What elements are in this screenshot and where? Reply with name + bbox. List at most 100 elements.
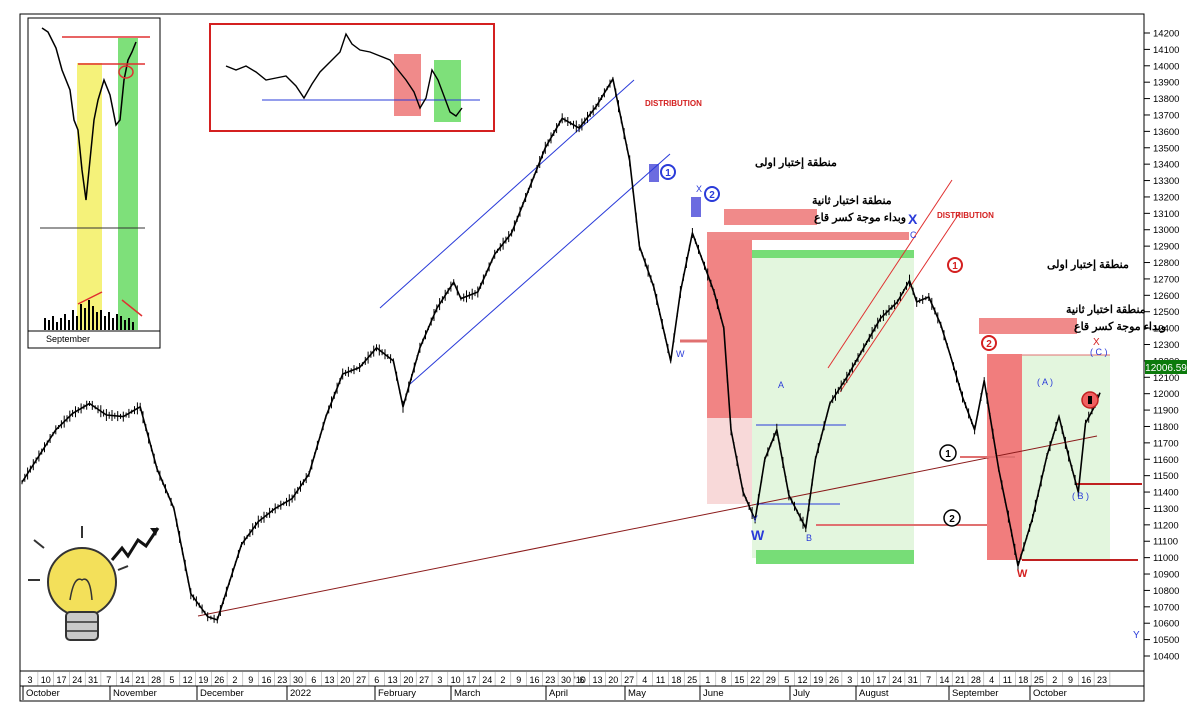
x-day-label: 24: [72, 675, 82, 685]
x-day-label: 13: [324, 675, 334, 685]
y-tick-label: 11600: [1153, 455, 1179, 466]
y-tick-label: 12100: [1153, 373, 1179, 384]
x-day-label: 6: [374, 675, 379, 685]
x-day-label: 4: [642, 675, 647, 685]
x-day-label: 16: [1081, 675, 1091, 685]
x-month-label: December: [200, 688, 244, 699]
x-day-label: 14: [120, 675, 130, 685]
rising-channel-lower: [839, 211, 961, 393]
y-tick-label: 14100: [1153, 45, 1179, 56]
x-month-label: November: [113, 688, 157, 699]
x-day-label: 7: [106, 675, 111, 685]
x-month-label: February: [378, 688, 416, 699]
x-day-label: 19: [813, 675, 823, 685]
circle-blue-1-label: 1: [665, 168, 671, 179]
x-day-label: 20: [403, 675, 413, 685]
x-day-label: 13: [388, 675, 398, 685]
x-day-label: 10: [860, 675, 870, 685]
x-day-label: 5: [784, 675, 789, 685]
y-tick-label: 10900: [1153, 570, 1179, 581]
wave-c: C: [910, 230, 917, 240]
wave-y: Y: [752, 514, 758, 524]
zone-light-green-oct: [1022, 355, 1110, 560]
trend-lines-layer: [197, 79, 1142, 617]
y-tick-label: 10800: [1153, 586, 1179, 597]
zone-light-green-july: [752, 252, 914, 558]
x-day-label: 22: [750, 675, 760, 685]
x-day-label: 6: [311, 675, 316, 685]
wave-x-small: X: [696, 184, 702, 194]
x-month-label: October: [26, 688, 60, 699]
zone-blue-marker-1: [649, 164, 659, 182]
wave-paren-b: ( B ): [1072, 491, 1089, 501]
y-tick-label: 14200: [1153, 29, 1179, 40]
x-day-label: 1: [705, 675, 710, 685]
x-day-label: 19: [198, 675, 208, 685]
y-tick-label: 11400: [1153, 488, 1179, 499]
x-day-label: 2: [232, 675, 237, 685]
zone-green-bottom-bar: [756, 550, 914, 564]
circle-black-1-label: 1: [945, 449, 951, 460]
y-tick-label: 13700: [1153, 110, 1179, 121]
x-day-label: 12: [797, 675, 807, 685]
y-tick-label: 12800: [1153, 258, 1179, 269]
zone-green-top-bar: [752, 250, 914, 258]
x-day-label: 24: [482, 675, 492, 685]
y-tick-label: 13600: [1153, 127, 1179, 138]
x-month-label: October: [1033, 688, 1067, 699]
y-tick-label: 13400: [1153, 160, 1179, 171]
y-tick-label: 13000: [1153, 225, 1179, 236]
wave-x-red: X: [1093, 337, 1100, 348]
zone-pink-june: [707, 418, 752, 504]
last-price-label: 12006.59: [1145, 363, 1187, 374]
x-month-label: March: [454, 688, 480, 699]
y-tick-label: 12500: [1153, 307, 1179, 318]
x-day-label: 3: [27, 675, 32, 685]
circle-red-2-label: 2: [986, 339, 992, 350]
x-day-label: 13: [592, 675, 602, 685]
wave-w-big: W: [751, 527, 765, 543]
x-day-label: 20: [608, 675, 618, 685]
y-tick-label: 12900: [1153, 242, 1179, 253]
inset-volume-bars: [44, 300, 134, 330]
x-day-label: 8: [721, 675, 726, 685]
inset-top-red-zone: [394, 54, 421, 116]
wave-w-small: W: [676, 349, 685, 359]
price-series-line: [21, 78, 1101, 621]
rising-channel-upper: [827, 179, 953, 369]
long-support-line: [197, 435, 1098, 617]
x-month-label: May: [628, 688, 646, 699]
x-month-label: June: [703, 688, 724, 699]
zone4-label-box: [979, 318, 1077, 334]
inset-price-line: [41, 27, 137, 201]
x-day-label: 28: [971, 675, 981, 685]
x-day-label: 30: [293, 675, 303, 685]
x-day-label: 10: [41, 675, 51, 685]
wave-paren-c: ( C ): [1090, 347, 1108, 357]
x-day-label: 12: [183, 675, 193, 685]
inset-top-green-zone: [434, 60, 461, 122]
x-day-label: 23: [277, 675, 287, 685]
y-tick-label: 13200: [1153, 192, 1179, 203]
x-day-label: 18: [1018, 675, 1028, 685]
x-axis: 3 10 17 24 31 7 14 21 28 5 12 19 26 2 9 16 23 30 6 13 20 27 6 1…: [20, 672, 1144, 700]
distribution-label-2: DISTRIBUTION: [937, 211, 994, 220]
y-tick-label: 14000: [1153, 61, 1179, 72]
x-day-label: 21: [135, 675, 145, 685]
inset-panel-top: [209, 23, 495, 132]
x-day-label: 27: [356, 675, 366, 685]
x-day-label: 31: [88, 675, 98, 685]
circle-blue-2-label: 2: [709, 190, 715, 201]
y-tick-label: 12000: [1153, 389, 1179, 400]
x-day-label: 9: [248, 675, 253, 685]
y-tick-label: 10400: [1153, 652, 1179, 663]
zone2-label-box: [724, 209, 817, 225]
x-day-label: 5: [169, 675, 174, 685]
inset-yellow-zone: [77, 63, 102, 330]
y-tick-label: 10700: [1153, 602, 1179, 613]
zone2-label-line2: وبداء موجة كسر قاع: [814, 212, 906, 224]
y-tick-label: 11300: [1153, 504, 1179, 515]
x-day-label: 16: [261, 675, 271, 685]
x-day-label: 11: [656, 675, 665, 685]
